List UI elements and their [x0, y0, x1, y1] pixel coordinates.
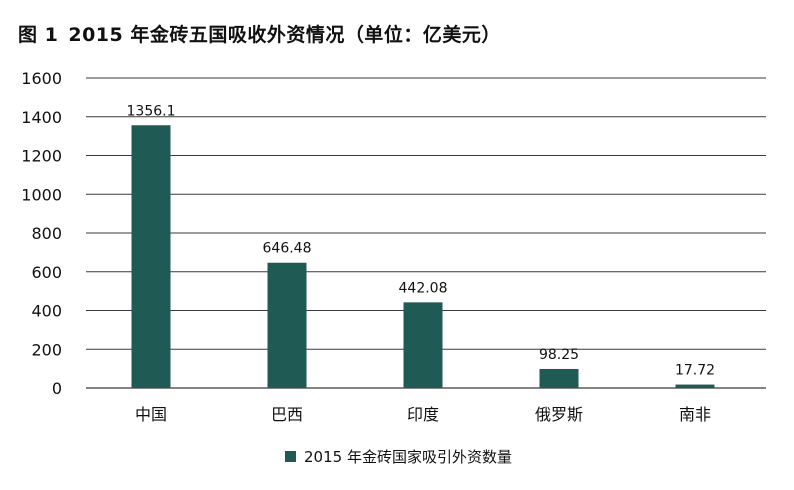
y-tick-label: 200 [31, 340, 62, 359]
x-axis-ticks: 中国 巴西 印度 俄罗斯 南非 [135, 405, 711, 424]
bar-4 [539, 368, 579, 388]
legend: 2015 年金砖国家吸引外资数量 [285, 446, 512, 467]
bar-1 [131, 125, 171, 389]
y-tick-label: 1600 [21, 69, 62, 88]
bar-2 [267, 262, 307, 388]
bar-3 [403, 302, 443, 388]
bars [131, 125, 715, 389]
y-tick-label: 800 [31, 224, 62, 243]
figure-number: 图 1 [18, 24, 59, 46]
legend-swatch [285, 451, 296, 462]
figure-title: 2015 年金砖五国吸收外资情况（单位：亿美元） [68, 24, 501, 46]
y-tick-label: 400 [31, 302, 62, 321]
data-label: 1356.1 [127, 103, 176, 119]
data-label: 442.08 [399, 280, 448, 296]
y-tick-label: 1400 [21, 108, 62, 127]
data-label: 646.48 [263, 241, 312, 257]
data-label: 17.72 [675, 363, 715, 379]
y-tick-label: 1000 [21, 185, 62, 204]
data-labels: 1356.1 646.48 442.08 98.25 17.72 [127, 103, 716, 378]
legend-label: 2015 年金砖国家吸引外资数量 [304, 448, 512, 466]
bar-5 [675, 384, 715, 388]
x-tick-label: 巴西 [271, 405, 303, 424]
y-axis-ticks: 0 200 400 600 800 1000 1200 1400 1600 [21, 69, 62, 398]
data-label: 98.25 [539, 347, 579, 363]
x-tick-label: 印度 [407, 405, 439, 424]
x-tick-label: 南非 [679, 405, 711, 424]
y-tick-label: 0 [52, 379, 62, 398]
y-tick-label: 600 [31, 263, 62, 282]
x-tick-label: 俄罗斯 [535, 405, 583, 424]
x-tick-label: 中国 [135, 405, 167, 424]
gridlines [86, 77, 766, 389]
y-tick-label: 1200 [21, 147, 62, 166]
chart-title: 图 1 2015 年金砖五国吸收外资情况（单位：亿美元） [18, 20, 501, 47]
